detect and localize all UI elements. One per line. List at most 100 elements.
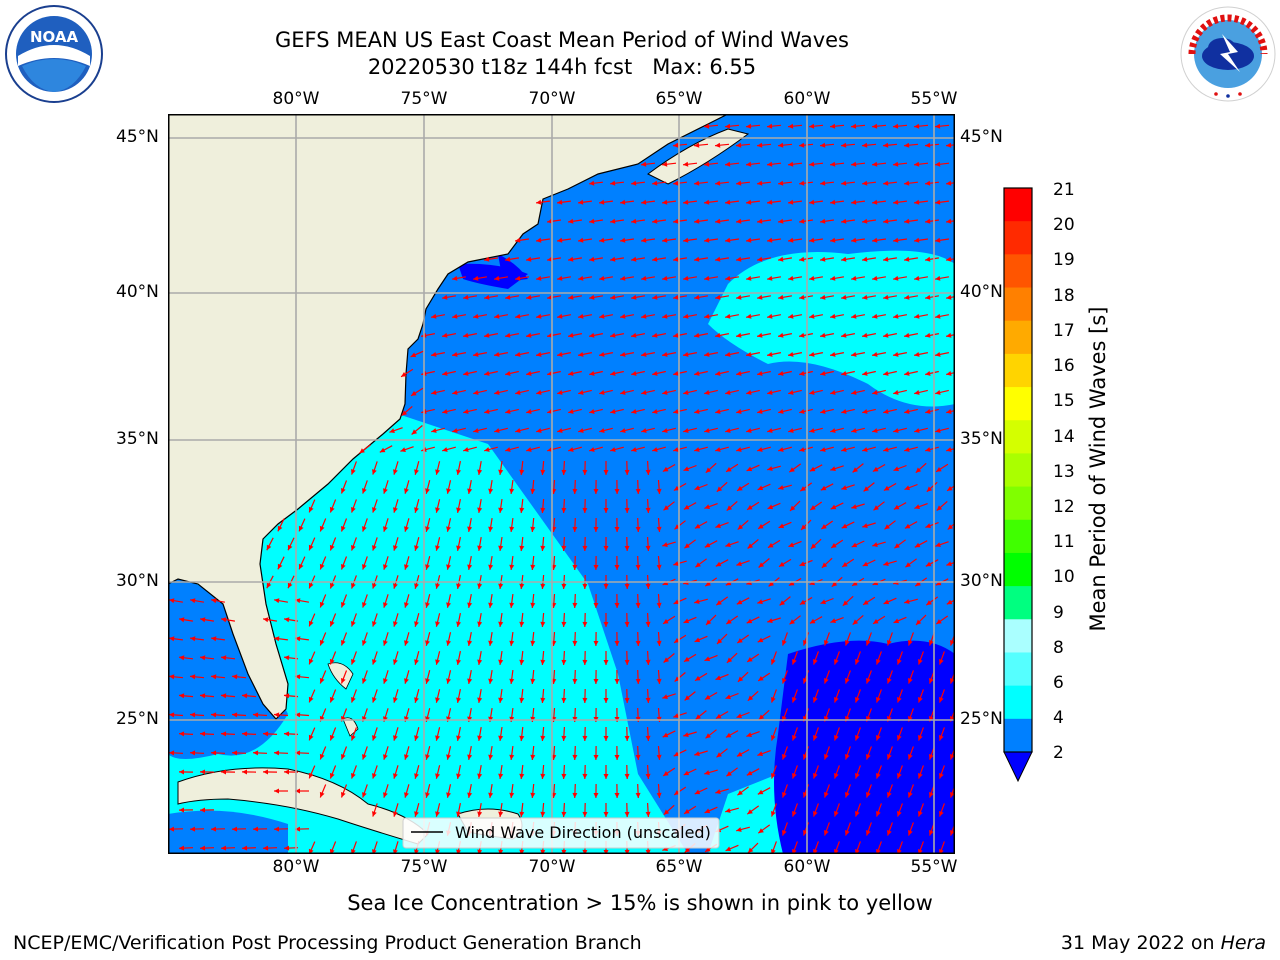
wave-arrow-head <box>872 390 878 395</box>
wave-arrow-head <box>737 638 743 643</box>
lat-label-right-30n: 30°N <box>960 571 1003 591</box>
wave-arrow-head <box>341 602 346 608</box>
wave-arrow-head <box>488 678 494 684</box>
wave-arrow-head <box>572 640 578 646</box>
wave-arrow-head <box>876 811 881 817</box>
wave-arrow-head <box>662 352 668 357</box>
wave-arrow-head <box>610 218 616 224</box>
wave-arrow-head <box>673 409 679 414</box>
wave-arrow-head <box>767 618 773 623</box>
wave-arrow-head <box>831 543 837 548</box>
wave-arrow-head <box>652 256 658 262</box>
wave-arrow-head <box>414 583 419 589</box>
wave-arrow-head <box>845 678 850 684</box>
wave-arrow-head <box>736 180 742 186</box>
wave-arrow-head <box>662 390 668 395</box>
wave-arrow-head <box>561 849 567 854</box>
wave-arrow-head <box>673 713 679 718</box>
wave-arrow-head <box>673 371 679 376</box>
wave-arrow-head <box>830 313 836 319</box>
wave-arrow-head <box>631 447 637 452</box>
wave-arrow-head <box>946 332 952 338</box>
wave-arrow-head <box>200 845 206 851</box>
wave-arrow-head <box>221 617 227 623</box>
wave-arrow-head <box>656 754 662 760</box>
wave-arrow-head <box>624 583 630 589</box>
wave-arrow-head <box>904 523 911 529</box>
wave-arrow-head <box>820 180 826 186</box>
wave-arrow-head <box>821 562 828 568</box>
colorbar-block <box>1004 254 1032 289</box>
wave-arrow-head <box>515 275 521 281</box>
wave-arrow-head <box>467 564 473 570</box>
wave-arrow-head <box>540 583 546 589</box>
wave-arrow-head <box>329 734 335 741</box>
footer-machine: Hera <box>1220 932 1266 954</box>
colorbar-block <box>1004 221 1032 255</box>
wave-arrow-head <box>778 180 784 186</box>
wave-arrow-head <box>467 754 473 760</box>
title-line2: 20220530 t18z 144h fcst Max: 6.55 <box>367 55 757 79</box>
wave-arrow-head <box>747 809 753 815</box>
wave-arrow-head <box>851 352 857 357</box>
wave-arrow-head <box>505 371 511 376</box>
wave-arrow-head <box>939 735 944 741</box>
wave-arrow-head <box>656 488 662 494</box>
wave-arrow-head <box>908 754 913 760</box>
wave-arrow-head <box>746 352 752 357</box>
wave-arrow-head <box>509 754 515 760</box>
cbar-tick-15: 15 <box>1053 391 1075 411</box>
wave-arrow-head <box>557 352 563 357</box>
wave-arrow-head <box>663 771 669 776</box>
wave-arrow-head <box>820 485 827 491</box>
wave-arrow-head <box>809 199 815 205</box>
wave-arrow-head <box>820 294 826 300</box>
wave-arrow-head <box>446 526 451 532</box>
wave-arrow-head <box>463 332 469 338</box>
wave-arrow-head <box>561 811 567 817</box>
wave-arrow-head <box>652 447 658 452</box>
wave-arrow-head <box>211 674 217 680</box>
wave-arrow-head <box>736 332 742 338</box>
wave-arrow-head <box>830 428 836 433</box>
wave-arrow-head <box>824 792 829 798</box>
wave-arrow-head <box>645 849 651 854</box>
land-bahamas-1 <box>327 662 354 690</box>
legend-box <box>402 817 720 849</box>
wave-arrow-head <box>631 294 637 300</box>
wave-arrow-head <box>568 409 574 414</box>
wave-arrow-head <box>295 788 300 794</box>
colorbar <box>1003 187 1033 783</box>
wave-arrow-head <box>530 526 536 532</box>
wave-arrow-head <box>788 275 794 281</box>
wave-arrow-head <box>641 237 647 243</box>
wave-arrow-head <box>190 674 196 680</box>
wave-arrow-head <box>341 640 346 646</box>
wave-arrow-head <box>883 218 889 224</box>
wave-arrow-head <box>463 409 469 414</box>
wave-arrow-head <box>914 161 920 167</box>
wave-arrow-head <box>362 564 367 570</box>
wave-arrow-head <box>359 448 365 454</box>
wave-arrow-head <box>876 773 881 779</box>
wave-arrow-head <box>904 447 910 452</box>
wave-arrow-head <box>872 275 878 281</box>
wave-arrow-head <box>645 545 651 551</box>
wave-arrow-head <box>488 754 494 760</box>
wave-arrow-head <box>851 542 858 548</box>
wave-arrow-head <box>747 543 754 549</box>
wave-arrow-head <box>652 332 658 338</box>
wave-arrow-head <box>414 697 419 703</box>
wave-arrow-head <box>694 447 700 452</box>
noaa-logo-text: NOAA <box>30 28 79 46</box>
wave-arrow-head <box>635 792 641 798</box>
wave-arrow-head <box>624 507 630 513</box>
wave-arrow-head <box>830 352 836 357</box>
wave-arrow-head <box>393 811 398 817</box>
wave-arrow-head <box>830 161 836 167</box>
wave-arrow-head <box>684 543 690 549</box>
wave-arrow-head <box>662 313 668 319</box>
lon-label-top-70w: 70°W <box>528 89 576 109</box>
wave-arrow-head <box>329 658 335 665</box>
wave-arrow-head <box>557 390 563 395</box>
